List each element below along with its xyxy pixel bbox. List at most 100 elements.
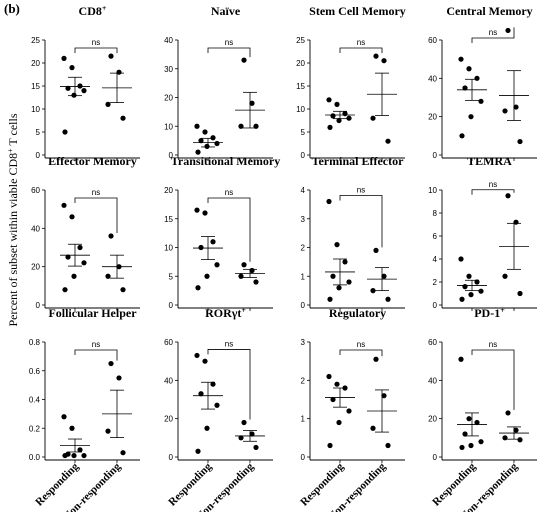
y-tick-label: 40 [428, 74, 437, 83]
point-responding [468, 442, 474, 449]
y-tick-label: 0 [301, 301, 306, 310]
point-non-responding [381, 393, 387, 399]
point-responding [342, 111, 348, 117]
point-responding [69, 425, 75, 431]
point-responding [62, 287, 68, 293]
y-tick-label: 0.6 [29, 367, 41, 376]
y-tick-label: 20 [164, 415, 173, 424]
point-non-responding [105, 428, 111, 434]
point-responding [195, 285, 201, 291]
significance-bracket [74, 197, 118, 233]
point-responding [334, 101, 340, 107]
point-responding [62, 452, 68, 459]
y-tick-label: 2 [433, 278, 438, 287]
chart-title: Regulatory [329, 306, 386, 320]
point-responding [327, 296, 333, 302]
point-responding [61, 202, 67, 208]
point-non-responding [238, 273, 244, 279]
y-tick-label: 2 [301, 244, 306, 253]
y-tick-label: 5 [36, 128, 41, 137]
y-tick-label: 5 [169, 272, 174, 281]
point-responding [459, 444, 465, 451]
point-responding [458, 56, 464, 62]
point-responding [61, 414, 67, 420]
point-non-responding [505, 410, 511, 416]
point-non-responding [385, 442, 391, 449]
y-tick-label: 20 [31, 59, 40, 68]
point-non-responding [253, 123, 259, 129]
point-responding [458, 356, 464, 362]
point-non-responding [385, 296, 391, 302]
y-tick-label: 0 [301, 453, 306, 462]
significance-label: ns [489, 28, 497, 37]
y-tick-label: 3 [301, 338, 306, 347]
significance-label: ns [92, 340, 100, 349]
point-non-responding [517, 138, 523, 145]
y-tick-label: 30 [164, 65, 173, 74]
significance-label: ns [225, 339, 233, 348]
chart-7: TEMRA 0 2 4 6 8 10 ns [428, 154, 537, 311]
point-non-responding [249, 100, 255, 106]
point-responding [462, 284, 468, 290]
y-tick-label: 4 [433, 255, 438, 264]
point-responding [462, 85, 468, 91]
point-responding [195, 448, 201, 454]
significance-label: ns [92, 188, 100, 197]
point-responding [77, 244, 83, 251]
point-non-responding [108, 53, 114, 59]
point-responding [71, 92, 77, 98]
y-tick-label: 10 [428, 186, 437, 195]
point-non-responding [373, 53, 379, 59]
point-responding [468, 292, 474, 298]
point-responding [468, 114, 474, 120]
point-responding [346, 408, 352, 414]
chart-title-sup: + [102, 4, 107, 13]
point-responding [195, 149, 201, 155]
point-responding [71, 452, 77, 459]
y-tick-label: 0 [301, 151, 306, 160]
y-tick-label: 6 [433, 232, 438, 241]
chart-title: PD-1+ [474, 306, 505, 321]
y-tick-label: 1 [301, 272, 306, 281]
point-responding [204, 273, 210, 279]
point-non-responding [381, 58, 387, 64]
y-tick-label: 20 [296, 59, 305, 68]
y-tick-label: 20 [164, 94, 173, 103]
significance-bracket [471, 349, 515, 410]
point-non-responding [502, 435, 508, 441]
y-tick-label: 0 [36, 301, 41, 310]
point-responding [65, 85, 71, 91]
point-non-responding [381, 273, 387, 279]
point-responding [478, 98, 484, 104]
point-responding [474, 75, 480, 81]
point-responding [77, 83, 83, 89]
point-responding [459, 296, 465, 302]
point-responding [214, 262, 220, 268]
point-non-responding [120, 450, 126, 456]
point-responding [198, 138, 204, 144]
chart-4: Effector Memory 0 20 40 60 ns [31, 154, 140, 311]
point-responding [204, 425, 210, 431]
point-responding [198, 244, 204, 251]
point-non-responding [108, 233, 114, 239]
point-responding [462, 431, 468, 437]
point-responding [478, 288, 484, 294]
point-responding [204, 143, 210, 149]
point-responding [62, 129, 68, 135]
significance-bracket [471, 27, 515, 43]
point-responding [202, 358, 208, 364]
point-responding [326, 198, 332, 205]
y-tick-label: 20 [31, 263, 40, 272]
point-non-responding [241, 57, 247, 63]
y-tick-label: 40 [428, 376, 437, 385]
y-tick-label: 15 [164, 215, 173, 224]
chart-title-text: RORγt [205, 306, 241, 320]
point-responding [202, 210, 208, 216]
y-tick-label: 20 [164, 186, 173, 195]
point-responding [71, 273, 77, 279]
point-non-responding [370, 115, 376, 121]
y-tick-label: 0 [169, 151, 174, 160]
